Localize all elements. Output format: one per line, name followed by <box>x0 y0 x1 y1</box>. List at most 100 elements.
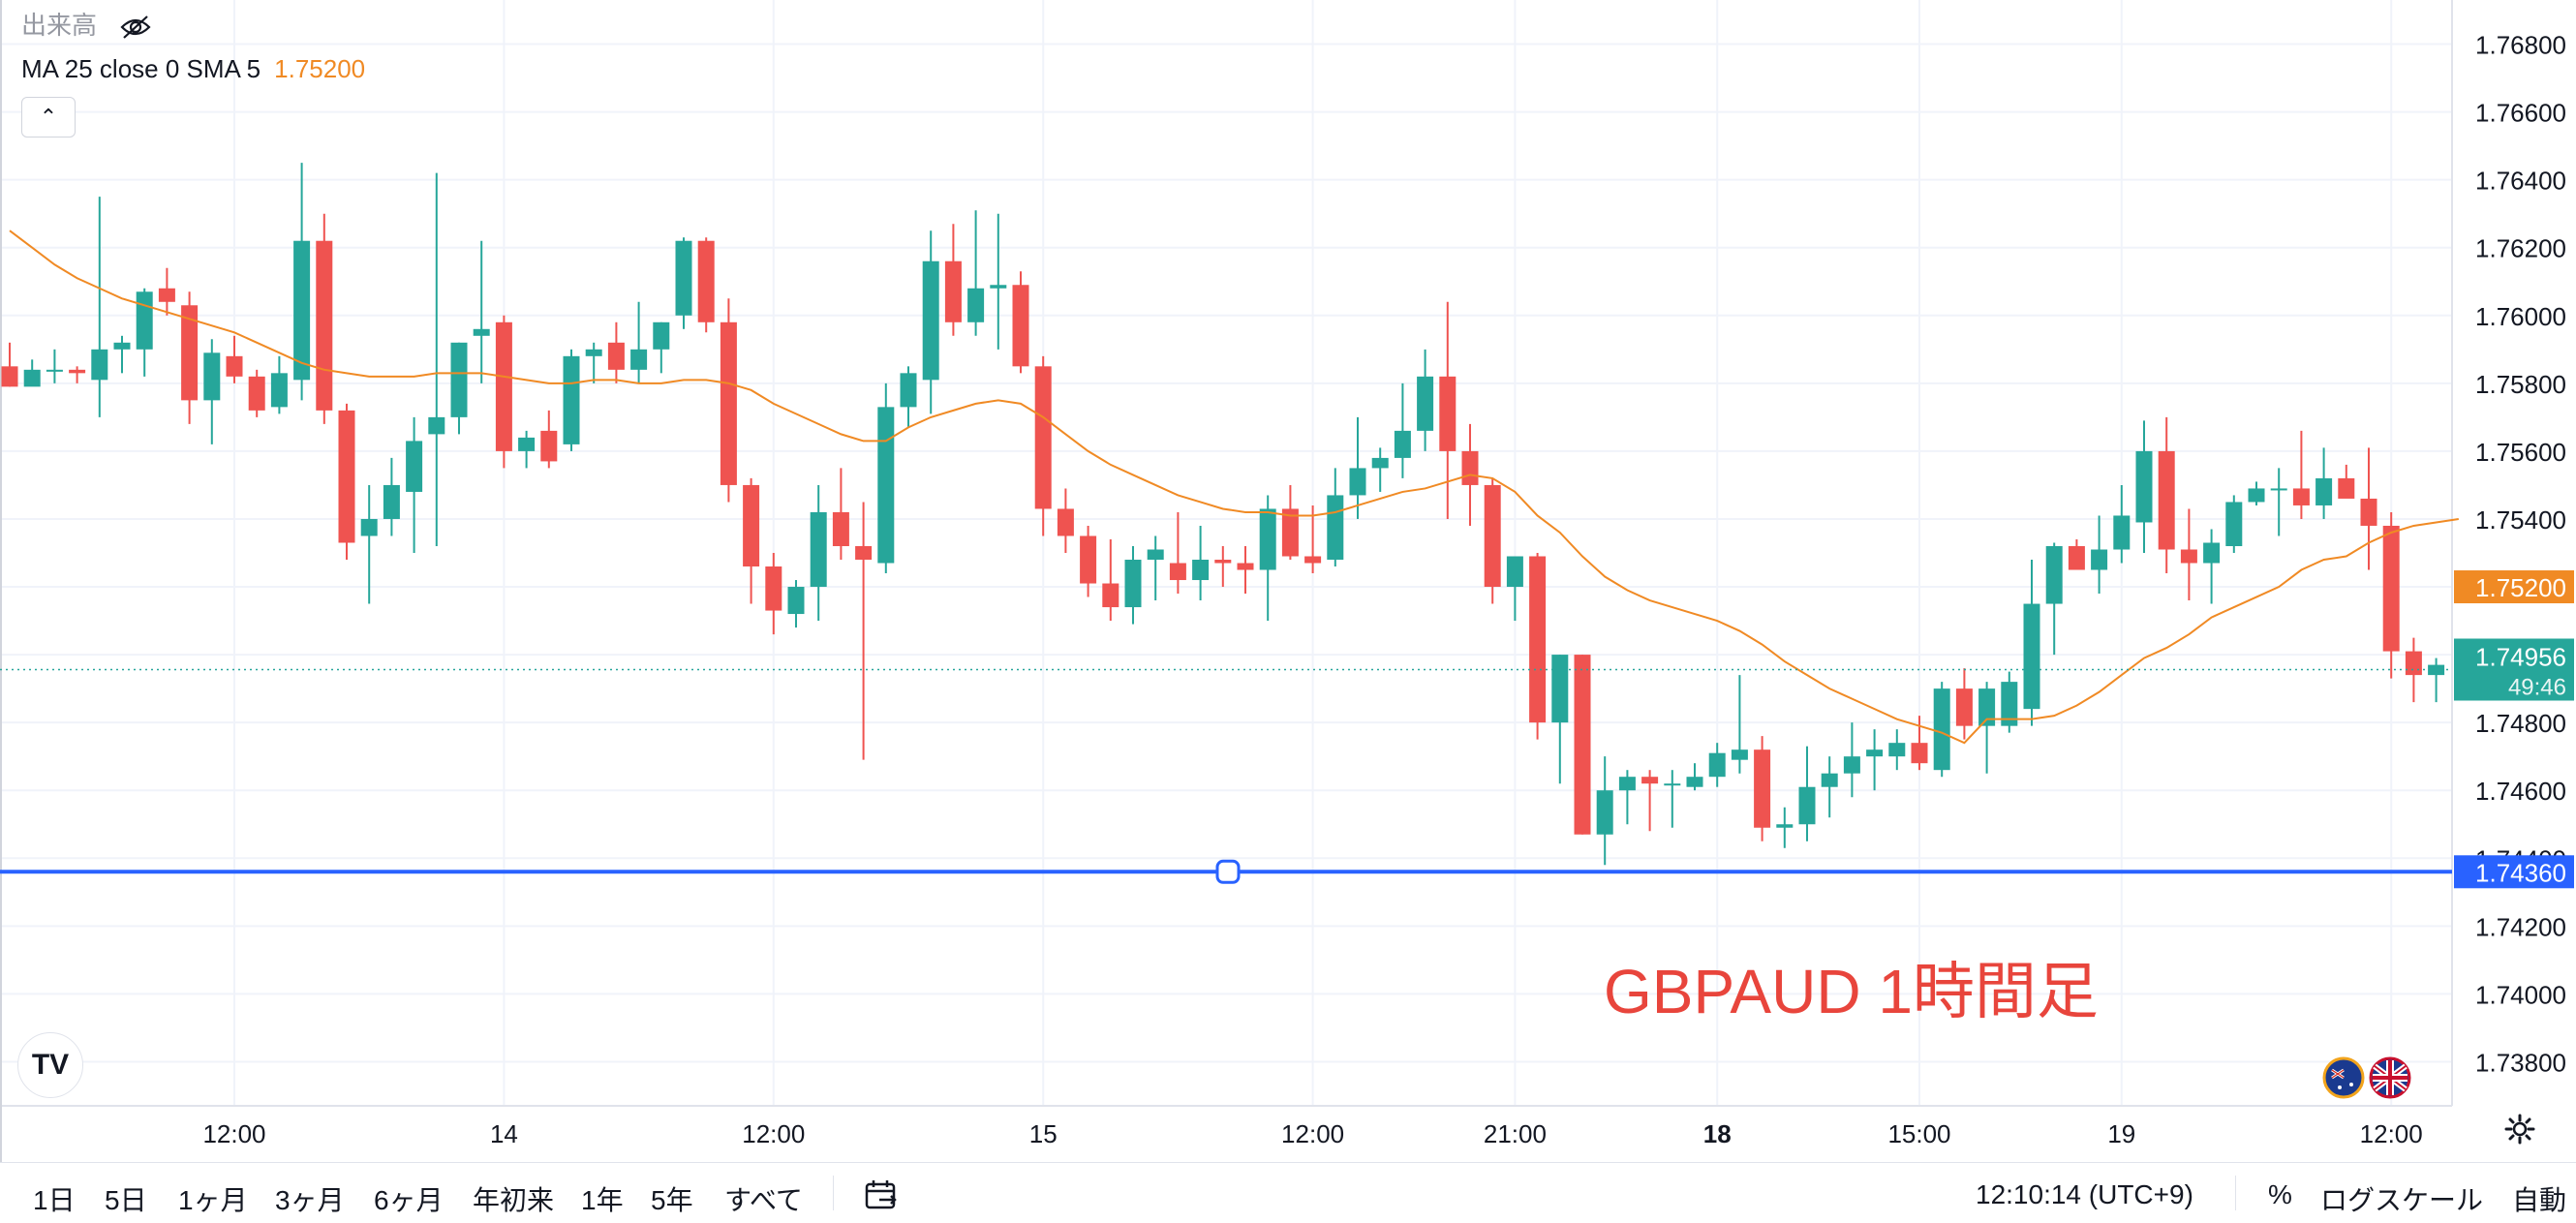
range-button[interactable]: 5日 <box>105 1185 147 1215</box>
candle-body <box>944 260 962 322</box>
range-button[interactable]: 3ヶ月 <box>275 1185 345 1215</box>
candle-body <box>1237 563 1254 570</box>
candle <box>406 416 423 553</box>
gear-icon[interactable] <box>2502 1112 2537 1147</box>
candle-body <box>1664 783 1681 786</box>
candle-body <box>316 240 333 411</box>
ma-line <box>9 229 2459 745</box>
candle-body <box>2292 488 2310 505</box>
candle <box>91 197 108 417</box>
candle-body <box>922 260 939 381</box>
candle <box>922 230 939 414</box>
volume-legend[interactable]: 出来高 <box>21 6 152 42</box>
candle <box>743 477 760 604</box>
candle <box>1439 301 1457 519</box>
time-axis[interactable]: 12:00 14 12:00 15 12:00 21:00 18 15:00 19 12:00 <box>202 1119 2422 1148</box>
candle <box>563 349 580 451</box>
range-button[interactable]: 年初来 <box>473 1185 555 1215</box>
candle <box>181 291 199 424</box>
candle-body <box>113 342 131 350</box>
calendar-go-to-date-icon[interactable] <box>862 1176 901 1214</box>
candle-body <box>1641 777 1659 784</box>
price-tick-label: 1.76000 <box>2475 302 2566 331</box>
candle-body <box>607 342 625 370</box>
candle <box>69 366 86 383</box>
eye-hidden-icon[interactable] <box>119 15 152 40</box>
log-scale-toggle[interactable]: ログスケール <box>2320 1185 2484 1215</box>
candle <box>1192 525 1210 601</box>
candle-body <box>563 355 580 444</box>
candle <box>2382 511 2400 679</box>
candle <box>1394 382 1411 478</box>
candle-body <box>697 240 715 322</box>
candle <box>2158 416 2175 574</box>
price-axis[interactable]: 1.738001.740001.742001.744001.746001.748… <box>2475 31 2566 1078</box>
candle-body <box>1776 824 1794 828</box>
range-button[interactable]: 1ヶ月 <box>178 1185 248 1215</box>
candle <box>1888 729 1906 771</box>
horizontal-line-handle[interactable] <box>1215 859 1241 884</box>
candle <box>1259 495 1276 622</box>
current-price-tag-countdown: 49:46 <box>2508 675 2566 701</box>
horizontal-line-price-tag-bg <box>2454 855 2574 889</box>
candle-body <box>2405 651 2422 676</box>
candle <box>270 355 288 414</box>
candle <box>1933 682 1950 778</box>
range-button[interactable]: 1年 <box>581 1185 624 1215</box>
candle-body <box>1371 457 1389 469</box>
ma-legend[interactable]: MA 25 close 0 SMA 5 1.75200 <box>21 54 365 84</box>
bottom-toolbar <box>0 1162 2576 1223</box>
range-button[interactable]: 5年 <box>651 1185 693 1215</box>
candle-body <box>2023 603 2040 710</box>
candle <box>1978 682 1996 774</box>
candle <box>1798 746 1816 841</box>
candle-body <box>810 511 827 588</box>
candle-body <box>2315 477 2333 505</box>
candle-body <box>1147 549 1164 561</box>
australia-flag-icon <box>2322 1056 2365 1099</box>
candle-body <box>226 355 243 377</box>
candle <box>1327 468 1344 567</box>
candle-body <box>1933 688 1950 771</box>
candle-body <box>1754 749 1771 828</box>
candle <box>2270 468 2287 536</box>
candle <box>1484 477 1501 604</box>
timezone-clock[interactable]: 12:10:14 (UTC+9) <box>1976 1179 2193 1209</box>
candle <box>630 301 648 383</box>
candle-body <box>2360 498 2377 526</box>
candle <box>2338 464 2355 499</box>
price-tick-label: 1.76400 <box>2475 167 2566 196</box>
candle-body <box>1529 556 1547 723</box>
range-button[interactable]: すべて <box>724 1185 803 1215</box>
candle-body <box>2203 542 2221 564</box>
tradingview-logo-icon[interactable]: TV <box>17 1032 83 1098</box>
candle-body <box>2270 488 2287 491</box>
chevron-up-icon: ⌃ <box>39 105 58 129</box>
volume-label: 出来高 <box>21 11 98 40</box>
collapse-legend-button[interactable]: ⌃ <box>21 97 76 138</box>
price-tick-label: 1.76200 <box>2475 234 2566 263</box>
auto-scale-toggle[interactable]: 自動 <box>2512 1185 2567 1215</box>
candle-body <box>1596 790 1613 835</box>
candle <box>113 335 131 374</box>
candle-body <box>1327 495 1344 561</box>
candle-body <box>630 349 648 370</box>
price-tick-label: 1.75400 <box>2475 505 2566 535</box>
candle <box>653 321 670 374</box>
candle-body <box>1439 376 1457 451</box>
candle-body <box>877 407 895 564</box>
percent-scale-toggle[interactable]: % <box>2268 1179 2292 1209</box>
time-tick-label: 18 <box>1703 1119 1732 1148</box>
candle <box>585 342 602 383</box>
toolbar-separator <box>833 1176 834 1210</box>
candle <box>540 410 558 469</box>
candle <box>1102 538 1119 622</box>
candle-body <box>2225 502 2243 546</box>
candle-body <box>69 369 86 374</box>
range-button[interactable]: 1日 <box>33 1185 76 1215</box>
candle-body <box>270 373 288 408</box>
candle-body <box>1978 688 1996 726</box>
range-button[interactable]: 6ヶ月 <box>374 1185 444 1215</box>
chart-annotation[interactable]: GBPAUD 1時間足 <box>1604 957 2099 1026</box>
